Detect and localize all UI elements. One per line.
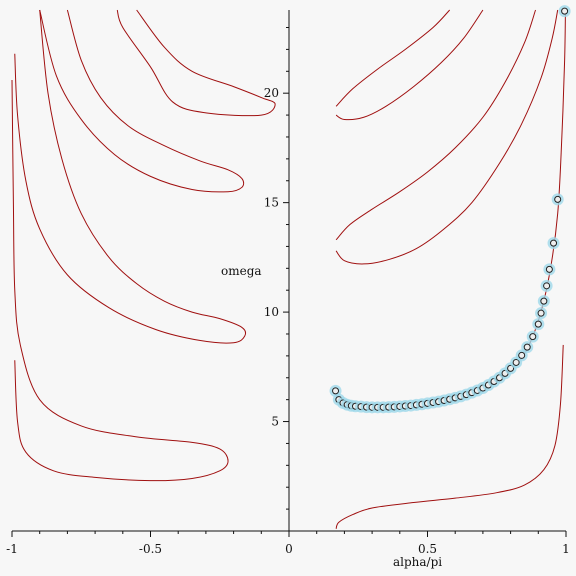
- series-curve-5: [335, 344, 564, 530]
- data-point-halo: [547, 237, 560, 250]
- data-point: [518, 351, 526, 359]
- markers: [329, 5, 571, 414]
- x-axis-title: alpha/pi: [393, 555, 442, 569]
- y-tick-labels: 5 10 15 20: [264, 86, 279, 428]
- data-point: [545, 265, 553, 273]
- data-point-halo: [532, 318, 545, 331]
- data-point: [543, 282, 551, 290]
- data-point-halo: [551, 193, 564, 206]
- data-point: [537, 309, 545, 317]
- x-ticks: [11, 531, 567, 537]
- x-tick-label: -0.5: [139, 542, 162, 556]
- x-tick-labels: -1 -0.5 0 0.5 1: [6, 542, 570, 556]
- axes: -1 -0.5 0 0.5 1 5 10 15 20: [6, 10, 570, 556]
- data-point: [534, 320, 542, 328]
- x-tick-label: -1: [6, 542, 18, 556]
- x-tick-label: 0: [285, 542, 293, 556]
- series-curve-4: [116, 9, 276, 117]
- data-point-halo: [535, 307, 548, 320]
- data-point: [550, 239, 558, 247]
- data-point-halo: [510, 356, 523, 369]
- y-tick-label: 20: [264, 86, 279, 100]
- series-curve-1: [11, 80, 229, 482]
- series-curve-2: [14, 9, 247, 344]
- series-curve-7: [335, 9, 559, 265]
- data-point: [529, 333, 537, 341]
- data-point-halo: [526, 330, 539, 343]
- data-point: [512, 358, 520, 366]
- data-point-halo: [558, 5, 571, 18]
- series-curve-8: [335, 9, 537, 241]
- y-tick-label: 10: [264, 305, 279, 319]
- y-axis-title: omega: [221, 264, 262, 278]
- curves: [11, 9, 566, 530]
- data-point: [540, 297, 548, 305]
- series-curve-10: [335, 9, 451, 107]
- data-point: [523, 343, 531, 351]
- data-point-halo: [540, 279, 553, 292]
- y-tick-label: 15: [264, 196, 279, 210]
- data-point: [554, 195, 562, 203]
- y-tick-label: 5: [271, 415, 279, 429]
- data-point: [561, 7, 569, 15]
- data-point-halo: [521, 341, 534, 354]
- data-point-halo: [515, 349, 528, 362]
- data-point: [332, 387, 340, 395]
- x-tick-label: 0.5: [418, 542, 437, 556]
- data-point-halo: [537, 295, 550, 308]
- x-tick-label: 1: [562, 542, 570, 556]
- y-ticks: [283, 27, 289, 510]
- series-curve-3: [39, 9, 245, 193]
- data-point-halo: [543, 263, 556, 276]
- series-curve-9: [335, 9, 484, 121]
